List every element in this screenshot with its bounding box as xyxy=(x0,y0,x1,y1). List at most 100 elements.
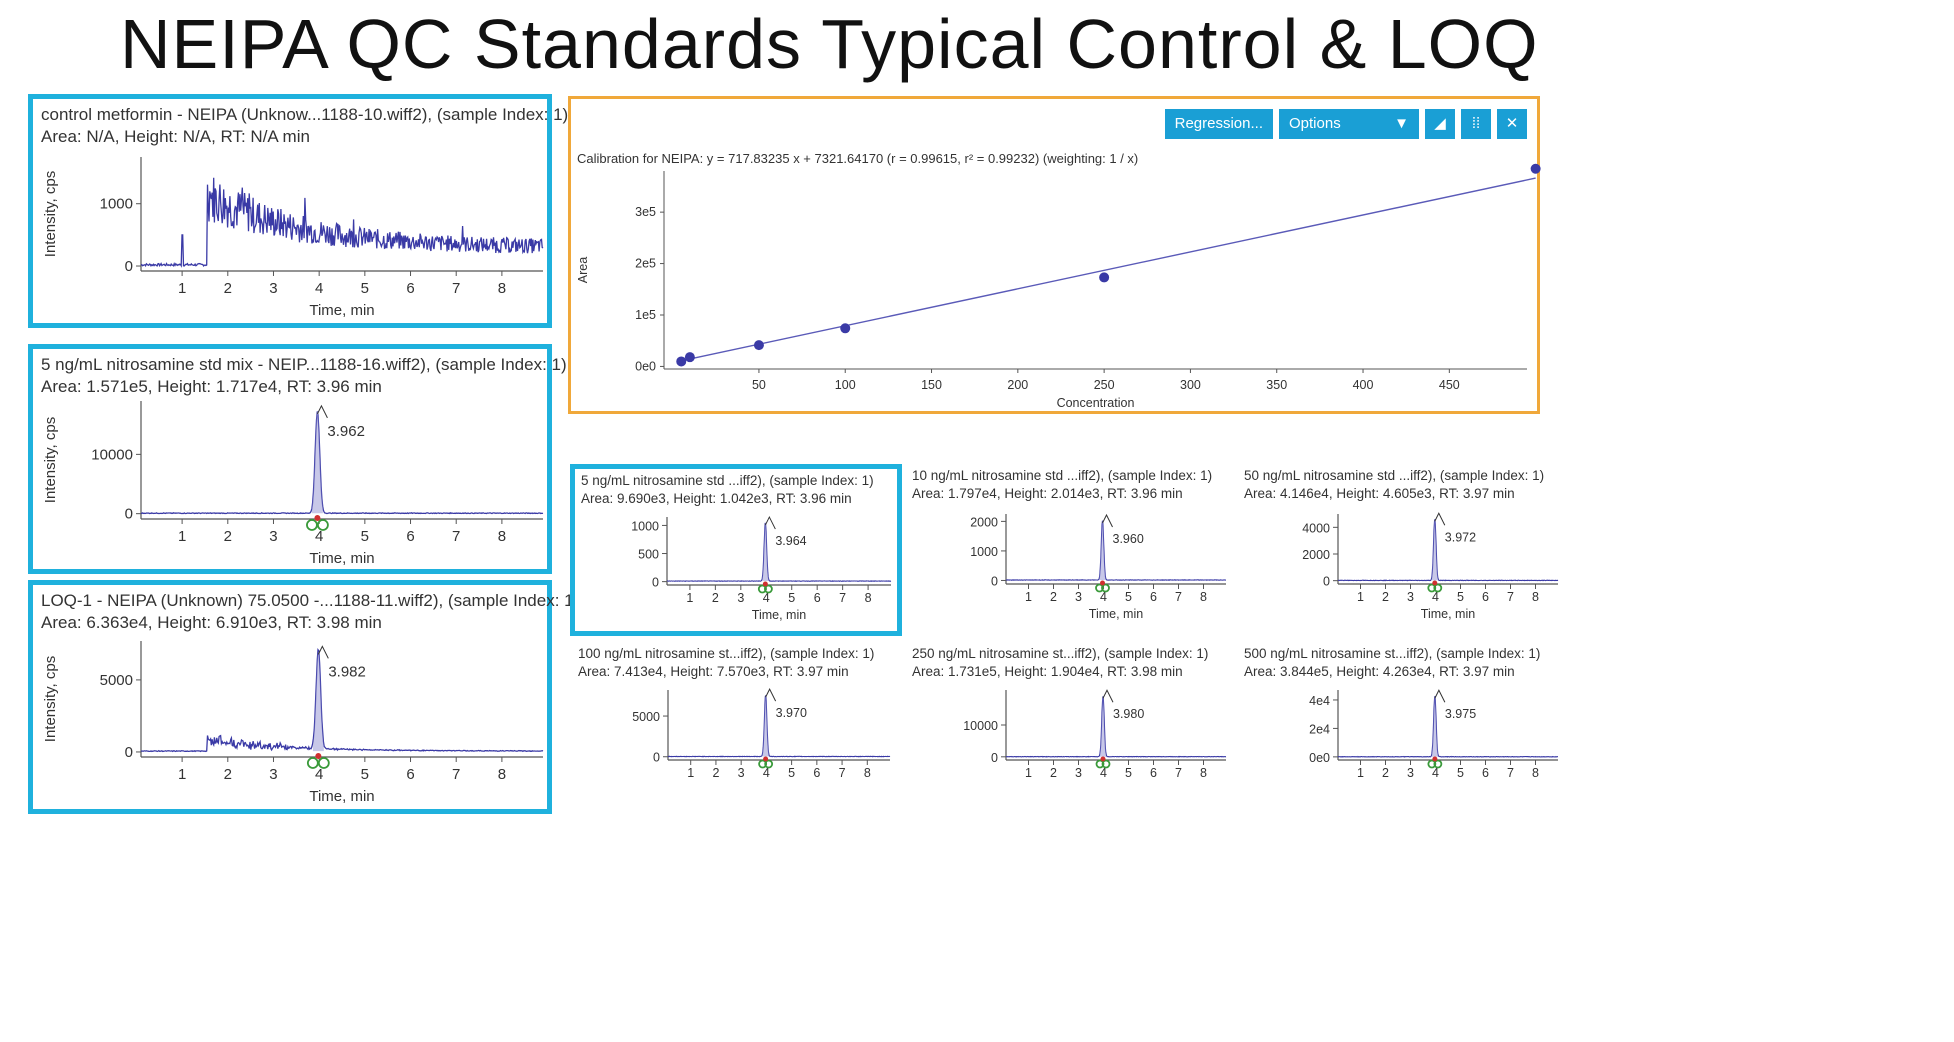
grid-icon[interactable]: ⁞⁞ xyxy=(1461,109,1491,139)
x-axis-title: Time, min xyxy=(1421,607,1475,621)
x-tick-label: 4 xyxy=(763,591,770,605)
cal500-chromatogram-panel[interactable]: 500 ng/mL nitrosamine st...iff2), (sampl… xyxy=(1238,642,1568,812)
chromatogram-trace xyxy=(667,695,891,758)
x-tick-label: 1 xyxy=(1025,590,1032,604)
integration-marker-icon xyxy=(1427,759,1437,769)
calibration-point xyxy=(684,352,695,363)
y-tick-label: 5000 xyxy=(632,710,660,724)
cal50-chromatogram-panel[interactable]: 50 ng/mL nitrosamine std ...iff2), (samp… xyxy=(1238,464,1568,636)
loq1-chromatogram-panel[interactable]: LOQ-1 - NEIPA (Unknown) 75.0500 -...1188… xyxy=(28,580,579,814)
x-tick-label: 1 xyxy=(687,766,694,780)
x-tick-label: 3 xyxy=(1407,766,1414,780)
x-tick-label: 2 xyxy=(224,766,232,783)
peak-rt-label: 3.964 xyxy=(775,534,806,548)
calibration-panel[interactable]: Regression... Options ▼ ◢ ⁞⁞ ✕ Calibrati… xyxy=(568,96,1541,414)
x-tick-label: 7 xyxy=(452,280,460,297)
x-tick-label: 6 xyxy=(1482,590,1489,604)
x-tick-label: 50 xyxy=(752,378,766,392)
y-tick-label: 0 xyxy=(991,574,998,588)
x-tick-label: 3 xyxy=(1075,590,1082,604)
x-tick-label: 1 xyxy=(178,280,186,297)
x-tick-label: 6 xyxy=(813,766,820,780)
peak-rt-label: 3.975 xyxy=(1445,707,1476,721)
panel-title: 10 ng/mL nitrosamine std ...iff2), (samp… xyxy=(912,468,1213,483)
calibration-point xyxy=(840,323,851,334)
std5-chromatogram-plot: 1 2 3 4 5 6 7 8 0 10000 Time, min Intensity, cps 3.9… xyxy=(42,401,544,567)
x-axis-title: Time, min xyxy=(752,608,806,622)
y-tick-label: 0 xyxy=(125,506,133,523)
calibration-point xyxy=(753,340,764,351)
x-tick-label: 1 xyxy=(1357,590,1364,604)
x-tick-label: 7 xyxy=(452,528,460,545)
peak-rt-label: 3.962 xyxy=(327,423,365,440)
x-tick-label: 8 xyxy=(498,280,506,297)
cal10-chromatogram-plot: 1 2 3 4 5 6 7 8 0 1000 2000 Time, min 3.960 xyxy=(970,513,1226,621)
y-tick-label: 1000 xyxy=(631,519,659,533)
panel-peak-info: Area: 6.363e4, Height: 6.910e3, RT: 3.98… xyxy=(41,613,382,632)
cal250-chromatogram-panel[interactable]: 250 ng/mL nitrosamine st...iff2), (sampl… xyxy=(906,642,1236,812)
x-tick-label: 250 xyxy=(1094,378,1115,392)
x-tick-label: 6 xyxy=(406,528,414,545)
x-tick-label: 7 xyxy=(1175,766,1182,780)
integration-marker-icon xyxy=(758,759,768,769)
x-tick-label: 350 xyxy=(1266,378,1287,392)
peak-label-leader xyxy=(1434,512,1446,526)
apex-marker-icon xyxy=(1432,580,1438,586)
x-tick-label: 8 xyxy=(1200,590,1207,604)
std5-chromatogram-panel[interactable]: 5 ng/mL nitrosamine std mix - NEIP...118… xyxy=(28,344,567,574)
x-tick-label: 2 xyxy=(712,766,719,780)
calibration-plot: 50 100 150 200 250 300 350 400 450 0e0 1e5 2e5 3e5 Co… xyxy=(576,163,1541,410)
x-tick-label: 4 xyxy=(1100,590,1107,604)
calibration-toolbar: Regression... Options ▼ ◢ ⁞⁞ ✕ xyxy=(1164,109,1527,139)
x-tick-label: 6 xyxy=(814,591,821,605)
panel-title: 500 ng/mL nitrosamine st...iff2), (sampl… xyxy=(1244,646,1541,661)
x-tick-label: 6 xyxy=(1150,590,1157,604)
x-tick-label: 1 xyxy=(1025,766,1032,780)
y-tick-label: 1000 xyxy=(100,196,133,213)
x-tick-label: 100 xyxy=(835,378,856,392)
y-tick-label: 2e5 xyxy=(635,257,656,271)
x-tick-label: 2 xyxy=(1050,766,1057,780)
integration-marker-icon xyxy=(317,519,329,531)
x-tick-label: 8 xyxy=(498,766,506,783)
cal50-chromatogram-plot: 1 2 3 4 5 6 7 8 0 2000 4000 Time, min 3.972 xyxy=(1302,512,1559,621)
control-chromatogram-panel[interactable]: control metformin - NEIPA (Unknow...1188… xyxy=(28,94,568,328)
x-tick-label: 7 xyxy=(839,766,846,780)
control-chromatogram-plot: 1 2 3 4 5 6 7 8 0 1000 Time, min Intensity, cps xyxy=(42,157,544,319)
panel-peak-info: Area: N/A, Height: N/A, RT: N/A min xyxy=(41,127,310,146)
panel-title: LOQ-1 - NEIPA (Unknown) 75.0500 -...1188… xyxy=(41,591,580,610)
cal10-chromatogram-panel[interactable]: 10 ng/mL nitrosamine std ...iff2), (samp… xyxy=(906,464,1236,636)
x-tick-label: 7 xyxy=(839,591,846,605)
x-tick-label: 4 xyxy=(1100,766,1107,780)
integration-marker-icon xyxy=(1095,583,1104,593)
regression-button[interactable]: Regression... xyxy=(1164,109,1273,139)
cal100-chromatogram-panel[interactable]: 100 ng/mL nitrosamine st...iff2), (sampl… xyxy=(572,642,902,812)
x-tick-label: 2 xyxy=(1382,590,1389,604)
close-icon[interactable]: ✕ xyxy=(1497,109,1527,139)
y-tick-label: 0 xyxy=(1323,575,1330,589)
apex-marker-icon xyxy=(763,756,769,762)
panel-peak-info: Area: 4.146e4, Height: 4.605e3, RT: 3.97… xyxy=(1244,486,1515,501)
calibration-equation: Calibration for NEIPA: y = 717.83235 x +… xyxy=(577,151,1139,166)
options-dropdown[interactable]: Options ▼ xyxy=(1279,109,1419,139)
y-tick-label: 0e0 xyxy=(635,359,656,373)
x-tick-label: 4 xyxy=(315,280,323,297)
y-tick-label: 2e4 xyxy=(1309,722,1330,736)
x-tick-label: 3 xyxy=(1075,766,1082,780)
integration-marker-icon xyxy=(764,584,773,594)
x-tick-label: 5 xyxy=(1457,766,1464,780)
expand-icon[interactable]: ◢ xyxy=(1425,109,1455,139)
y-tick-label: 5000 xyxy=(100,672,133,689)
y-tick-label: 0 xyxy=(991,751,998,765)
x-tick-label: 2 xyxy=(712,591,719,605)
apex-marker-icon xyxy=(315,753,322,759)
integrated-peak-area xyxy=(1100,696,1106,757)
x-tick-label: 7 xyxy=(1507,766,1514,780)
x-tick-label: 3 xyxy=(269,766,277,783)
x-tick-label: 1 xyxy=(686,591,693,605)
y-tick-label: 500 xyxy=(638,548,659,562)
x-tick-label: 3 xyxy=(737,591,744,605)
cal5-chromatogram-panel[interactable]: 5 ng/mL nitrosamine std ...iff2), (sampl… xyxy=(570,464,902,636)
x-tick-label: 7 xyxy=(1175,590,1182,604)
cal100-chromatogram-plot: 1 2 3 4 5 6 7 8 0 5000 3.970 xyxy=(632,688,891,780)
